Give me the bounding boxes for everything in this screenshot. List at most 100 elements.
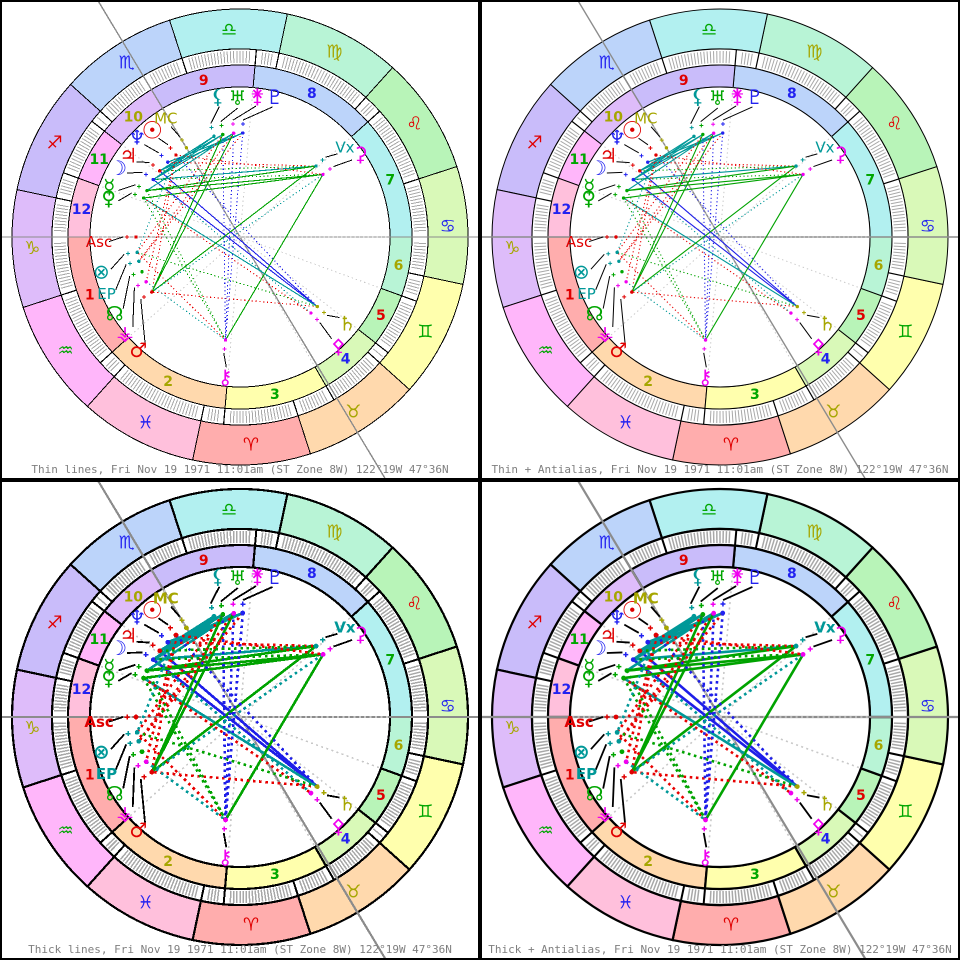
chiron-glyph: ⚷ xyxy=(698,845,713,869)
mars-anchor-cross xyxy=(142,294,147,299)
node-anchor-cross xyxy=(130,752,136,758)
house-number-8: 8 xyxy=(307,86,317,102)
house-number-3: 3 xyxy=(750,387,760,403)
juno-position-dot xyxy=(711,610,717,616)
house-number-7: 7 xyxy=(865,172,875,188)
mercury-position-dot xyxy=(624,668,630,673)
moon-position-dot xyxy=(631,177,635,182)
mars-position-dot xyxy=(629,769,635,775)
sign-glyph-taurus: ♉ xyxy=(345,881,361,902)
chiron-anchor-cross xyxy=(702,346,707,351)
sign-glyph-aquarius: ♒ xyxy=(57,340,73,361)
asc-label: Asc xyxy=(86,233,112,251)
sign-glyph-libra: ♎ xyxy=(221,19,237,40)
sign-glyph-leo: ♌ xyxy=(406,594,422,615)
vesta-glyph: ⚶ xyxy=(117,321,134,345)
lilith-position-dot xyxy=(212,134,216,139)
jupiter-anchor-cross xyxy=(630,163,635,168)
vesta-position-dot xyxy=(623,759,629,765)
vertex-label: Vx xyxy=(815,138,834,156)
sign-glyph-leo: ♌ xyxy=(406,114,422,135)
node-position-dot xyxy=(139,749,145,755)
pluto-position-dot xyxy=(241,131,245,135)
house-number-4: 4 xyxy=(821,352,831,368)
neptune-position-dot xyxy=(165,639,171,645)
chiron-glyph: ⚷ xyxy=(218,845,233,869)
astrology-wheel-thin-lines: ☉☽☿♀♂♃♄♅♆♇⚷⚳⚴⚵⚶☊⚸⊗VxEPMCAsc1234567891011… xyxy=(2,2,478,478)
sign-glyph-gemini: ♊ xyxy=(417,321,433,342)
saturn-glyph: ♄ xyxy=(338,312,356,336)
venus-position-dot xyxy=(621,196,626,200)
mc-position-dot xyxy=(184,146,189,150)
moon-glyph: ☽ xyxy=(109,636,127,660)
jupiter-anchor-cross xyxy=(150,163,155,168)
house-number-2: 2 xyxy=(163,374,173,390)
sign-glyph-virgo: ♍ xyxy=(806,522,822,543)
pluto-position-dot xyxy=(721,131,725,135)
ceres-glyph: ⚳ xyxy=(833,142,848,166)
astrology-wheel-thin-antialias: ☉☽☿♀♂♃♄♅♆♇⚷⚳⚴⚵⚶☊⚸⊗VxEPMCAsc1234567891011… xyxy=(482,2,958,478)
sign-glyph-sagittarius: ♐ xyxy=(47,613,63,634)
neptune-position-dot xyxy=(166,160,170,164)
house-number-10: 10 xyxy=(604,589,624,605)
pluto-position-dot xyxy=(720,610,726,616)
house-number-2: 2 xyxy=(643,854,653,870)
mars-glyph: ♂ xyxy=(129,338,147,362)
pallas-glyph: ⚴ xyxy=(811,814,826,838)
neptune-anchor-cross xyxy=(159,153,164,158)
sun-anchor-cross xyxy=(648,145,653,150)
pallas-position-dot xyxy=(309,311,313,315)
juno-glyph: ⚵ xyxy=(250,84,265,108)
sign-glyph-pisces: ♓ xyxy=(617,412,633,433)
house-number-11: 11 xyxy=(89,632,108,648)
sign-glyph-cancer: ♋ xyxy=(920,696,936,717)
lilith-anchor-cross xyxy=(689,125,694,130)
sign-glyph-gemini: ♊ xyxy=(417,801,433,822)
vesta-glyph: ⚶ xyxy=(597,321,614,345)
mc-position-dot xyxy=(664,146,669,150)
uranus-glyph: ♅ xyxy=(709,86,727,110)
uranus-position-dot xyxy=(701,132,705,137)
venus-anchor-cross xyxy=(613,192,618,197)
asc-position-dot xyxy=(134,235,138,239)
chiron-glyph: ⚷ xyxy=(218,365,233,389)
aspect-lines xyxy=(136,132,324,341)
pluto-anchor-cross xyxy=(720,601,726,607)
lilith-position-dot xyxy=(692,134,696,139)
jupiter-glyph: ♃ xyxy=(599,144,617,168)
uranus-anchor-cross xyxy=(219,123,224,128)
sign-glyph-scorpio: ♏ xyxy=(119,533,135,554)
house-number-6: 6 xyxy=(394,258,404,274)
house-cusp-spokes xyxy=(570,87,870,387)
saturn-position-dot xyxy=(314,784,320,789)
sign-glyph-sagittarius: ♐ xyxy=(47,133,63,154)
neptune-anchor-cross xyxy=(639,633,645,639)
house-number-6: 6 xyxy=(874,738,884,754)
juno-position-dot xyxy=(231,610,237,616)
pluto-anchor-cross xyxy=(240,122,245,127)
vesta-anchor-cross xyxy=(616,283,621,288)
sign-ring xyxy=(491,8,949,466)
asc-anchor-cross xyxy=(604,714,610,720)
pallas-position-dot xyxy=(788,790,794,796)
saturn-position-dot xyxy=(794,784,800,789)
sign-glyph-sagittarius: ♐ xyxy=(527,133,543,154)
panel-caption: Thin lines, Fri Nov 19 1971 11:01am (ST … xyxy=(31,463,449,476)
asc-label: Asc xyxy=(564,713,593,731)
house-number-8: 8 xyxy=(787,566,797,582)
sun-anchor-cross xyxy=(647,625,653,631)
fortune-position-dot xyxy=(615,250,619,255)
mercury-anchor-cross xyxy=(136,664,142,670)
mercury-anchor-cross xyxy=(616,184,621,189)
house-number-7: 7 xyxy=(865,652,875,668)
ceres-position-dot xyxy=(800,652,806,657)
vesta-glyph: ⚶ xyxy=(597,801,614,825)
fortune-glyph: ⊗ xyxy=(573,739,590,763)
venus-anchor-cross xyxy=(132,672,138,678)
vertex-label: Vx xyxy=(814,618,836,636)
juno-anchor-cross xyxy=(711,122,716,127)
mc-label: MC xyxy=(633,589,659,607)
panel-thick-lines: ☉ ☽ ☿ ♀ ♂ ♃ ♄ ♅ ♆ ♇ ⚷ ⚳ ⚴ ⚵ ⚶ ☊ ⚸ ⊗ Vx EP MC Asc 1 2 3 4 5 6 7 8 9 10 11… xyxy=(0,480,480,960)
jupiter-position-dot xyxy=(637,648,643,654)
jupiter-anchor-cross xyxy=(630,642,636,648)
